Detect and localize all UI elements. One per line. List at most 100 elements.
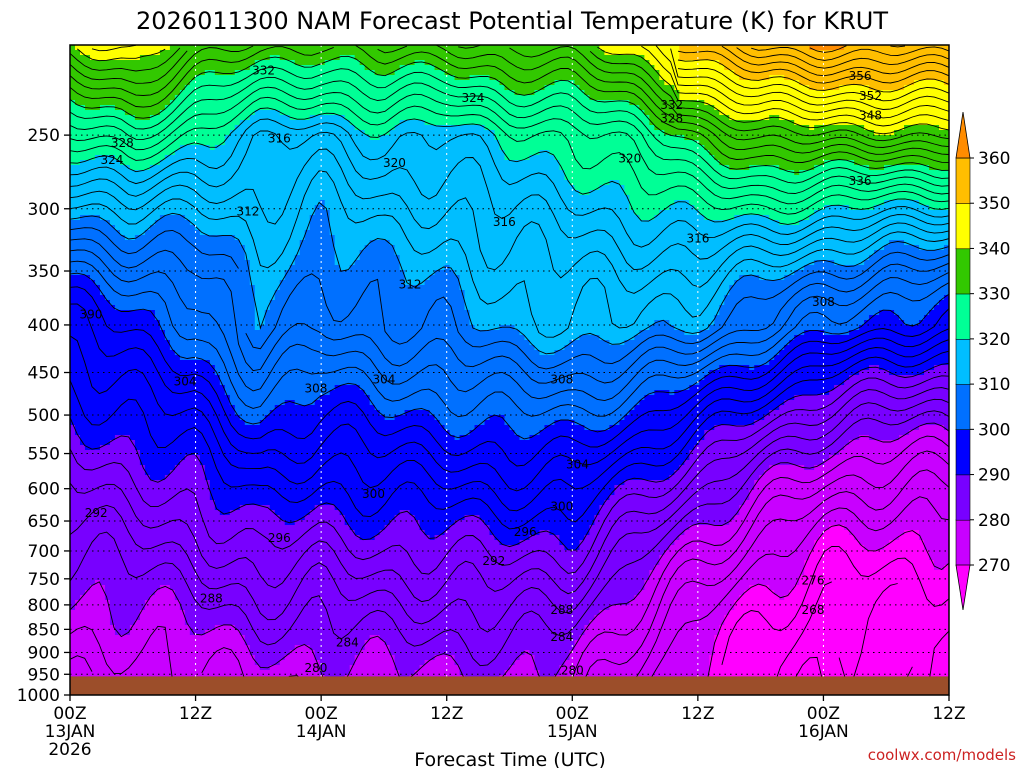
contour-band-cell <box>279 660 321 666</box>
contour-band-cell <box>729 165 750 171</box>
contour-band-cell <box>674 85 810 91</box>
contour-band-cell <box>579 190 591 196</box>
contour-band-cell <box>394 660 426 666</box>
contour-band-cell <box>464 290 730 296</box>
contour-band-cell <box>314 650 361 656</box>
contour-band-cell <box>929 550 949 556</box>
contour-band-cell <box>394 415 436 421</box>
contour-band-cell <box>724 620 949 626</box>
contour-band-cell <box>934 365 949 371</box>
contour-band-cell <box>70 345 171 351</box>
contour-band-cell <box>70 280 96 286</box>
contour-band-cell <box>114 225 151 231</box>
contour-band-cell <box>254 325 261 331</box>
contour-band-cell <box>754 365 870 371</box>
contour-band-cell <box>309 215 331 221</box>
contour-band-cell <box>70 70 206 76</box>
contour-band-cell <box>70 430 76 436</box>
contour-band-cell <box>859 435 870 441</box>
contour-band-cell <box>489 525 591 531</box>
contour-band-cell <box>189 80 501 86</box>
contour-label: 304 <box>566 457 589 471</box>
contour-label: 284 <box>550 630 573 644</box>
contour-band-cell <box>634 335 795 341</box>
contour-label: 324 <box>100 153 123 167</box>
contour-band-cell <box>159 320 256 326</box>
contour-label: 292 <box>85 506 108 520</box>
contour-band-cell <box>254 300 271 306</box>
x-tick-label: 12Z <box>681 704 714 724</box>
contour-band-cell <box>149 165 561 171</box>
contour-band-cell <box>604 500 745 506</box>
contour-band-cell <box>944 565 949 571</box>
contour-band-cell <box>424 660 456 666</box>
contour-band-cell <box>184 215 311 221</box>
contour-band-cell <box>924 545 949 551</box>
contour-band-cell <box>944 80 949 86</box>
contour-band-cell <box>70 565 655 571</box>
contour-band-cell <box>334 505 600 511</box>
isoline-312 <box>70 170 949 338</box>
contour-band-cell <box>849 440 949 446</box>
isoline-282 <box>70 410 949 667</box>
contour-band-cell <box>389 645 576 651</box>
contour-band-cell <box>589 525 690 531</box>
x-tick-label: 12Z <box>430 704 463 724</box>
contour-band-cell <box>354 660 396 666</box>
contour-band-cell <box>339 510 401 516</box>
contour-band-cell <box>939 125 949 131</box>
contour-band-cell <box>149 475 166 481</box>
contour-band-cell <box>909 430 949 436</box>
contour-band-cell <box>189 625 216 631</box>
contour-band-cell <box>119 160 161 166</box>
contour-band-cell <box>314 655 356 661</box>
contour-band-cell <box>319 395 371 401</box>
contour-band-cell <box>639 215 655 221</box>
y-tick-label: 450 <box>28 364 60 384</box>
contour-band-cell <box>704 100 949 106</box>
contour-band-cell <box>574 420 620 426</box>
contour-band-cell <box>359 255 401 261</box>
contour-band-cell <box>269 305 466 311</box>
contour-band-cell <box>814 210 949 216</box>
contour-band-cell <box>70 365 216 371</box>
contour-band-cell <box>864 545 885 551</box>
y-tick-label: 900 <box>28 643 60 663</box>
contour-band-cell <box>799 170 949 176</box>
contour-band-cell <box>699 210 815 216</box>
contour-band-cell <box>759 475 949 481</box>
contour-band-cell <box>70 240 241 246</box>
contour-band-cell <box>70 300 111 306</box>
contour-band-cell <box>70 495 211 501</box>
contour-band-cell <box>244 420 261 426</box>
contour-band-cell <box>249 280 281 286</box>
contour-band-cell <box>244 245 301 251</box>
contour-band-cell <box>234 125 356 131</box>
contour-band-cell <box>389 240 890 246</box>
contour-band-cell <box>489 530 541 536</box>
contour-label: 308 <box>304 381 327 395</box>
contour-band-cell <box>329 390 366 396</box>
contour-band-cell <box>169 45 600 51</box>
contour-band-cell <box>769 75 785 81</box>
contour-band-cell <box>879 365 935 371</box>
contour-band-cell <box>319 670 351 676</box>
contour-band-cell <box>129 630 191 636</box>
contour-band-cell <box>70 255 246 261</box>
contour-band-cell <box>259 325 476 331</box>
contour-band-cell <box>919 320 949 326</box>
contour-band-cell <box>314 210 331 216</box>
contour-band-cell <box>70 415 241 421</box>
contour-band-cell <box>614 485 755 491</box>
contour-band-cell <box>159 50 605 56</box>
contour-band-cell <box>594 615 725 621</box>
contour-band-cell <box>264 310 471 316</box>
contour-band-cell <box>70 45 76 51</box>
contour-band-cell <box>554 350 780 356</box>
isoline-298 <box>70 286 949 467</box>
contour-band-cell <box>509 425 546 431</box>
contour-band-cell <box>70 435 81 441</box>
contour-band-cell <box>814 540 860 546</box>
contour-band-cell <box>214 365 720 371</box>
contour-band-cell <box>70 505 216 511</box>
